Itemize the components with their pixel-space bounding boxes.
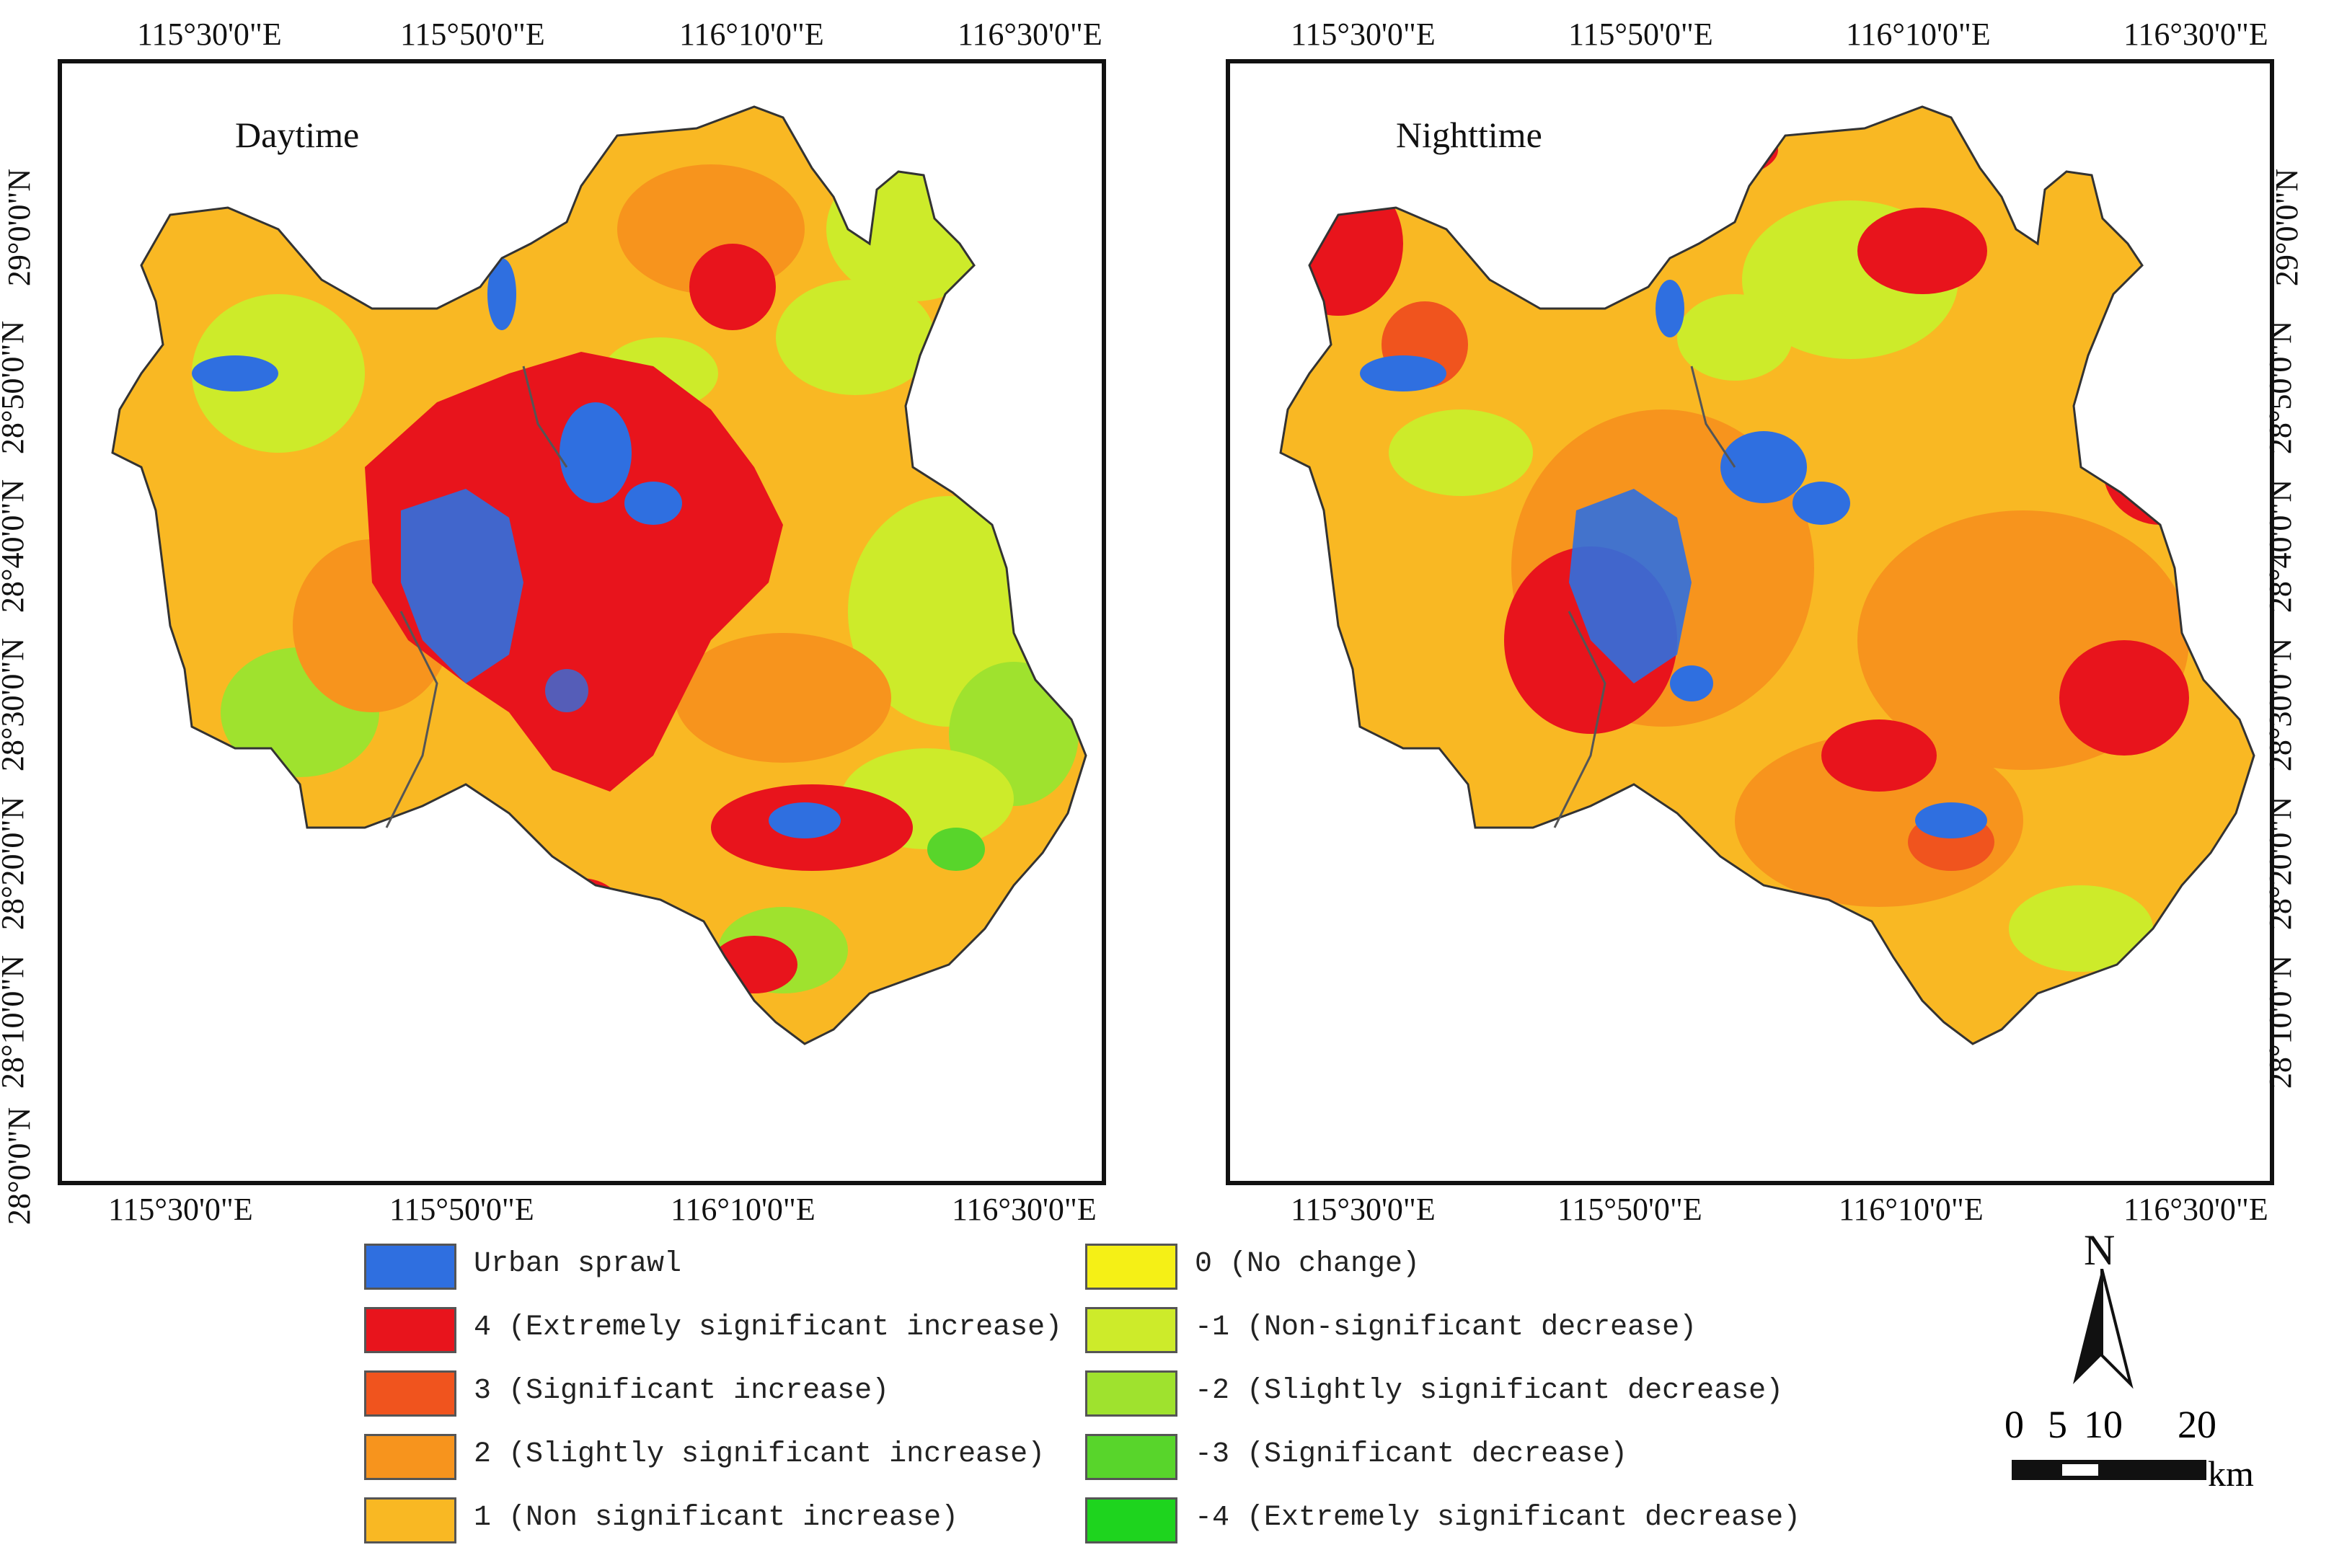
lat-label: 28°20'0"N (0, 796, 31, 931)
legend-swatch (364, 1434, 456, 1480)
lat-label: 28°50'0"N (2263, 320, 2299, 455)
bottom-lon-label: 116°10'0"E (1839, 1192, 1984, 1227)
bottom-lon-label: 116°10'0"E (671, 1192, 815, 1227)
map-title: Daytime (235, 115, 360, 155)
legend-swatch (1085, 1307, 1177, 1353)
top-lon-label: 115°50'0"E (400, 17, 545, 52)
lat-label: 28°0'0"N (1, 1107, 37, 1226)
bottom-lon-label: 115°30'0"E (1291, 1192, 1436, 1227)
bottom-lon-label: 115°50'0"E (389, 1192, 534, 1227)
daytime-map (111, 105, 1087, 1045)
legend-swatch (1085, 1244, 1177, 1290)
legend-label: 4 (Extremely significant increase) (474, 1311, 1063, 1344)
lat-label: 28°30'0"N (0, 637, 31, 772)
lat-label: 29°0'0"N (1, 168, 37, 287)
top-lon-label: 116°30'0"E (2123, 17, 2268, 52)
bottom-lon-label: 116°30'0"E (952, 1192, 1097, 1227)
legend-swatch (364, 1244, 456, 1290)
scale-bar: 0 5 10 20 km (2004, 1402, 2257, 1496)
legend-swatch (364, 1307, 456, 1353)
bottom-lon-label: 115°50'0"E (1557, 1192, 1702, 1227)
top-lon-label: 116°30'0"E (958, 17, 1102, 52)
legend-swatch (1085, 1370, 1177, 1417)
top-lon-label: 116°10'0"E (679, 17, 824, 52)
daytime-map-frame: Daytime (58, 59, 1106, 1185)
lat-label: 28°30'0"N (2263, 637, 2299, 772)
lat-label: 28°10'0"N (2263, 954, 2299, 1089)
scale-tick-label: 5 (2048, 1403, 2067, 1446)
lat-label: 28°40'0"N (2263, 479, 2299, 614)
north-arrow-icon (2073, 1269, 2134, 1389)
lat-label: 29°0'0"N (2269, 168, 2305, 287)
nighttime-map-frame: Nighttime (1226, 59, 2274, 1185)
scale-tick-label: 10 (2084, 1403, 2123, 1446)
scale-unit: km (2208, 1453, 2254, 1494)
legend-swatch (364, 1370, 456, 1417)
legend-label: -1 (Non-significant decrease) (1195, 1311, 1697, 1344)
scale-tick-label: 0 (2004, 1403, 2024, 1446)
scale-tick-label: 20 (2178, 1403, 2216, 1446)
north-letter: N (2084, 1226, 2116, 1274)
legend-label: 3 (Significant increase) (474, 1375, 890, 1407)
top-lon-label: 115°50'0"E (1568, 17, 1713, 52)
lat-label: 28°50'0"N (0, 320, 31, 455)
nighttime-map (1279, 105, 2255, 1045)
scale-bar-graphic (2012, 1460, 2206, 1480)
top-lon-label: 115°30'0"E (137, 17, 282, 52)
legend-label: 2 (Slightly significant increase) (474, 1438, 1046, 1471)
lat-label: 28°40'0"N (0, 479, 31, 614)
legend-label: -3 (Significant decrease) (1195, 1438, 1628, 1471)
legend-label: -4 (Extremely significant decrease) (1195, 1502, 1801, 1534)
bottom-lon-label: 115°30'0"E (108, 1192, 253, 1227)
legend-label: 0 (No change) (1195, 1248, 1420, 1280)
top-lon-label: 115°30'0"E (1291, 17, 1436, 52)
legend-label: -2 (Slightly significant decrease) (1195, 1375, 1784, 1407)
top-lon-label: 116°10'0"E (1846, 17, 1991, 52)
bottom-lon-label: 116°30'0"E (2123, 1192, 2268, 1227)
north-arrow: N (2062, 1226, 2149, 1391)
legend-label: Urban sprawl (474, 1248, 682, 1280)
lat-label: 28°20'0"N (2263, 796, 2299, 931)
legend-swatch (364, 1497, 456, 1543)
lat-label: 28°10'0"N (0, 954, 31, 1089)
legend-label: 1 (Non significant increase) (474, 1502, 959, 1534)
legend-swatch (1085, 1434, 1177, 1480)
legend-swatch (1085, 1497, 1177, 1543)
map-title: Nighttime (1396, 115, 1542, 155)
